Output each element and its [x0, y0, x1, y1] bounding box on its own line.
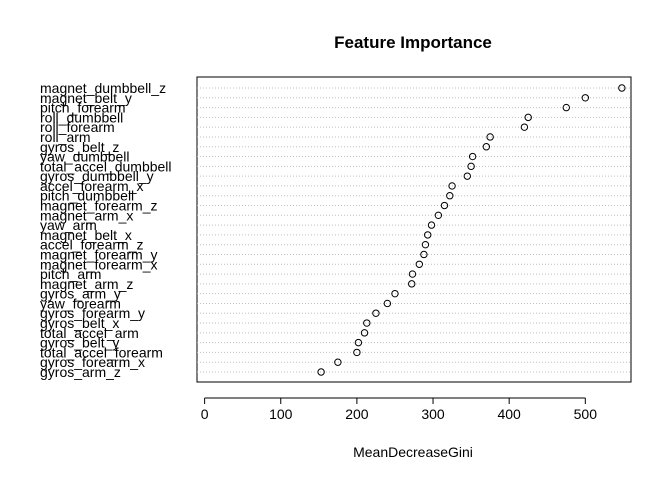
feature-label: magnet_arm_x [40, 207, 133, 223]
feature-label: gyros_arm_z [40, 364, 121, 380]
data-point [468, 152, 477, 161]
data-point [440, 201, 449, 210]
feature-label: magnet_forearm_x [40, 256, 158, 272]
feature-label: yaw_forearm [40, 295, 121, 311]
data-point [420, 250, 428, 259]
data-points [317, 84, 626, 376]
data-point [520, 123, 529, 131]
data-point [360, 329, 369, 337]
feature-label: yaw_dumbbell [40, 149, 130, 165]
feature-label: gyros_dumbbell_y [40, 168, 154, 184]
feature-label: accel_forearm_z [40, 237, 144, 253]
data-point [408, 270, 417, 278]
data-point [421, 240, 430, 249]
data-point [524, 113, 532, 122]
chart-title: Feature Importance [334, 33, 492, 52]
feature-label: total_accel_dumbbell [40, 158, 172, 174]
data-point [486, 133, 494, 141]
x-tick-label: 100 [269, 406, 293, 422]
data-point [482, 143, 491, 151]
feature-label: magnet_belt_x [40, 227, 132, 243]
data-point [354, 338, 363, 347]
feature-label: gyros_belt_y [40, 335, 119, 351]
data-point [408, 280, 416, 288]
data-point [363, 319, 371, 327]
x-tick-label: 200 [345, 406, 369, 422]
data-point [415, 260, 424, 268]
data-point [467, 162, 475, 171]
data-point [618, 84, 626, 92]
feature-label: gyros_forearm_y [40, 305, 145, 321]
grid-lines [197, 87, 631, 373]
feature-label: pitch_dumbbell [40, 188, 134, 204]
data-point [562, 103, 570, 112]
feature-label: gyros_arm_y [40, 286, 121, 302]
feature-label: roll_dumbbell [40, 109, 123, 125]
x-axis-label: MeanDecreaseGini [353, 444, 473, 460]
feature-label: roll_arm [40, 129, 91, 145]
data-point [372, 309, 380, 317]
data-point [424, 231, 432, 239]
x-tick-label: 500 [574, 406, 598, 422]
feature-label: magnet_forearm_y [40, 246, 158, 262]
feature-label: yaw_arm [40, 217, 97, 233]
data-point [434, 211, 443, 220]
feature-label: total_accel_arm [40, 325, 139, 341]
x-tick-label: 400 [497, 406, 521, 422]
feature-label: total_accel_forearm [40, 344, 163, 360]
data-point [317, 368, 325, 376]
feature-label: magnet_dumbbell_z [40, 80, 166, 96]
feature-label: gyros_belt_x [40, 315, 119, 331]
plot-frame [196, 76, 632, 383]
data-point [353, 348, 361, 357]
feature-label: magnet_arm_z [40, 276, 133, 292]
feature-label: accel_forearm_x [40, 178, 144, 194]
feature-label: gyros_forearm_x [40, 354, 145, 370]
data-point [391, 289, 399, 298]
feature-label: magnet_forearm_z [40, 198, 158, 214]
x-axis: 0 100 200 300 400 500 [201, 397, 598, 422]
feature-label: pitch_forearm [40, 100, 126, 116]
data-point [334, 358, 342, 366]
data-point [446, 192, 454, 200]
data-point [427, 221, 436, 229]
data-point [463, 172, 471, 180]
feature-labels: magnet_dumbbell_zmagnet_belt_ypitch_fore… [40, 80, 172, 380]
feature-label: roll_forearm [40, 119, 115, 135]
data-point [448, 182, 456, 190]
data-point [581, 94, 590, 102]
feature-label: pitch_arm [40, 266, 101, 282]
feature-label: magnet_belt_y [40, 90, 132, 106]
feature-label: gyros_belt_z [40, 139, 119, 155]
data-point [383, 299, 392, 308]
x-tick-label: 300 [421, 406, 445, 422]
x-tick-label: 0 [201, 406, 209, 422]
